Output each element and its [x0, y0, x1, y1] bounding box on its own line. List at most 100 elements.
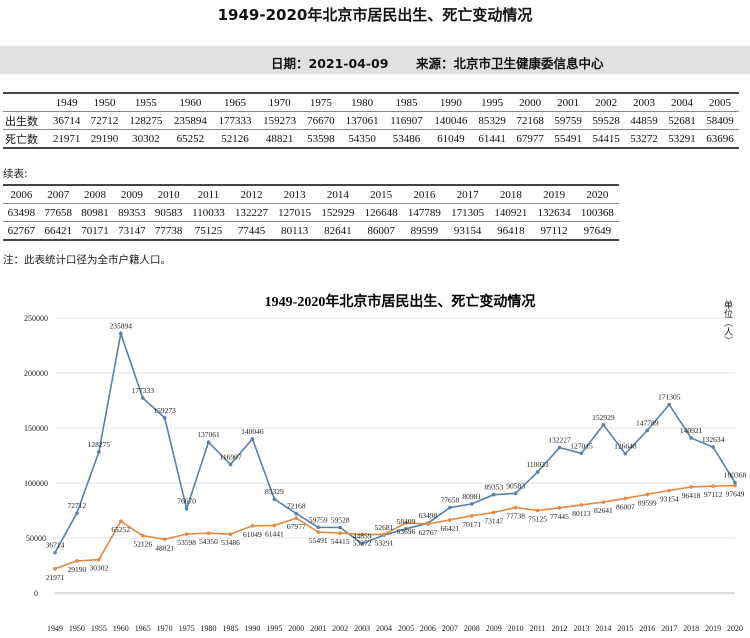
births-data-label: 59528: [331, 516, 350, 525]
x-tick-label: 2005: [398, 624, 414, 633]
births-data-label: 137061: [197, 430, 220, 439]
deaths-data-label: 21971: [46, 573, 65, 582]
deaths-data-label: 77445: [550, 512, 569, 521]
table-cell: 2012: [229, 184, 274, 204]
deaths-data-label: 62767: [419, 528, 438, 537]
data-source: 来源：北京市卫生健康委信息中心: [416, 56, 604, 71]
table-cell: 2002: [587, 92, 626, 112]
births-data-label: 171305: [658, 393, 681, 402]
births-data-label: 89353: [484, 483, 503, 492]
births-data-label: 127015: [570, 441, 593, 450]
x-tick-label: 1975: [179, 624, 195, 633]
births-row: 出生数 36714 72712 128275 235894 177333 159273 766…: [3, 111, 739, 130]
deaths-row: 62767 66421 70171 73147 77738 75125 77445 80113…: [3, 221, 619, 241]
deaths-point: [601, 500, 606, 504]
births-point: [162, 415, 167, 420]
table-cell: 67977: [511, 129, 550, 149]
table-cell: 1949: [47, 92, 86, 112]
table-cell: 54350: [339, 129, 385, 149]
x-tick-label: 1955: [91, 624, 107, 633]
x-tick-label: 1965: [135, 624, 151, 633]
deaths-point: [667, 488, 671, 493]
x-tick-label: 1985: [222, 624, 238, 633]
births-data-label: 52681: [375, 523, 394, 532]
births-point: [448, 505, 452, 510]
x-tick-label: 2013: [573, 624, 589, 633]
births-data-label: 159273: [153, 406, 176, 415]
deaths-data-label: 61049: [243, 530, 262, 539]
y-tick-label: 50000: [26, 534, 46, 543]
deaths-data-label: 75125: [528, 514, 547, 523]
births-data-label: 140921: [680, 426, 703, 435]
deaths-point: [162, 537, 167, 542]
births-data-label: 110033: [526, 460, 548, 469]
deaths-data-label: 73147: [484, 517, 503, 526]
births-data-label: 132227: [548, 436, 571, 445]
x-tick-label: 2011: [530, 624, 546, 633]
births-point: [491, 492, 496, 497]
stats-table-2: 2006 2007 2008 2009 2010 2011 2012 2013 2014 2015…: [3, 184, 619, 241]
deaths-data-label: 80113: [572, 509, 591, 518]
deaths-point: [469, 514, 474, 518]
year-header-row: 1949 1950 1955 1960 1965 1970 1975 1980 1985 1990…: [3, 92, 739, 112]
deaths-data-label: 53272: [353, 538, 372, 547]
births-data-label: 152929: [592, 413, 615, 422]
x-tick-label: 2016: [639, 624, 655, 633]
info-bar: 日期：2021-04-09 来源：北京市卫生健康委信息中心: [0, 46, 750, 74]
table-cell: 44859: [625, 111, 664, 130]
deaths-point: [579, 503, 584, 507]
table-cell: 2005: [700, 92, 739, 112]
deaths-data-label: 86007: [616, 502, 635, 511]
y-tick-label: 0: [34, 589, 38, 598]
table-cell: 61049: [428, 129, 474, 149]
deaths-point: [733, 483, 737, 488]
continued-label: 续表:: [3, 168, 28, 180]
births-point: [272, 497, 277, 501]
births-data-label: 128275: [88, 440, 111, 449]
table-cell: 73147: [113, 221, 151, 241]
table-cell: 2001: [549, 92, 588, 112]
table-cell: 1980: [339, 92, 385, 112]
table-cell: 53291: [663, 129, 701, 149]
births-point: [535, 470, 540, 474]
table-cell: 2019: [532, 184, 576, 204]
births-data-label: 72712: [68, 501, 87, 510]
births-data-label: 235894: [110, 322, 133, 331]
table-cell: 80113: [273, 221, 317, 241]
table-cell: 53486: [384, 129, 429, 149]
deaths-data-label: 53291: [375, 538, 394, 547]
x-tick-label: 2004: [376, 624, 392, 633]
table-cell: 2009: [113, 184, 151, 204]
table-cell: 61441: [473, 129, 512, 149]
table-cell: 2004: [663, 92, 701, 112]
table-cell: 80981: [76, 203, 114, 222]
births-line: [54, 330, 736, 553]
table-cell: 90583: [150, 203, 188, 222]
deaths-point: [228, 532, 233, 536]
table-cell: 59759: [549, 111, 588, 130]
table-cell: 53272: [625, 129, 664, 149]
table-cell: 76670: [301, 111, 340, 130]
births-data-label: 76670: [177, 497, 196, 506]
births-data-label: 85329: [265, 487, 284, 496]
x-tick-label: 1949: [47, 624, 63, 633]
x-tick-label: 2018: [683, 624, 699, 633]
deaths-row: 死亡数 21971 29190 30302 65252 52126 48821 53598 54…: [3, 129, 739, 149]
births-data-label: 132634: [702, 435, 725, 444]
births-point: [228, 462, 233, 467]
births-point: [316, 525, 321, 530]
deaths-point: [97, 557, 101, 562]
x-tick-label: 1950: [69, 624, 85, 633]
deaths-point: [184, 532, 189, 536]
year-header-row: 2006 2007 2008 2009 2010 2011 2012 2013 2014 2015…: [3, 184, 619, 204]
deaths-point: [360, 532, 364, 537]
deaths-point: [426, 522, 430, 526]
x-tick-label: 1990: [244, 624, 260, 633]
row-label: 出生数: [3, 111, 48, 130]
y-tick-label: 250000: [24, 314, 48, 323]
x-tick-label: 2012: [552, 624, 568, 633]
table-cell: 72168: [511, 111, 550, 130]
table-cell: 110033: [187, 203, 230, 222]
publish-date: 日期：2021-04-09: [271, 56, 389, 71]
deaths-data-label: 66421: [440, 524, 459, 533]
